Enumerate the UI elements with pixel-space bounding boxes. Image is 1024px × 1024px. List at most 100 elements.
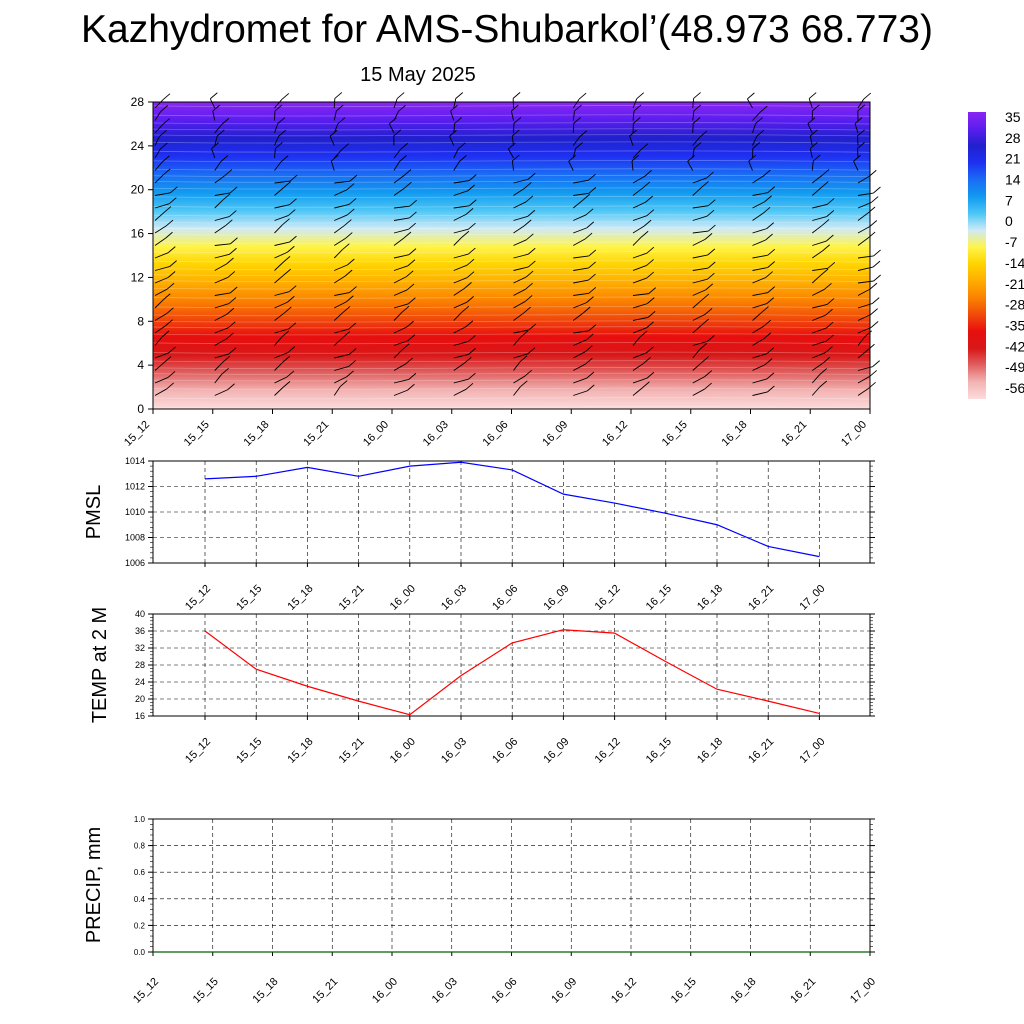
wind-barb-flag bbox=[747, 93, 754, 99]
y-tick-label: 0.2 bbox=[134, 921, 146, 930]
y-tick-label: 4 bbox=[137, 358, 144, 372]
wind-barb-flag bbox=[870, 370, 877, 376]
y-tick-label: 1012 bbox=[125, 482, 145, 492]
colorbar-label: -28 bbox=[1005, 297, 1024, 313]
y-tick-label: 28 bbox=[131, 95, 145, 109]
colorbar-label: -49 bbox=[1005, 359, 1024, 375]
colorbar-label: 21 bbox=[1005, 151, 1021, 167]
wind-barb-flag bbox=[871, 321, 878, 327]
x-tick-label: 16_00 bbox=[370, 976, 400, 1006]
x-tick-label: 15_18 bbox=[285, 583, 315, 613]
colorbar-label: -56 bbox=[1005, 380, 1024, 396]
x-tick-label: 16_15 bbox=[660, 419, 690, 449]
x-tick-label: 17_00 bbox=[797, 583, 827, 613]
x-tick-label: 15_21 bbox=[337, 583, 367, 613]
x-tick-label: 16_21 bbox=[788, 976, 818, 1006]
x-tick-label: 15_18 bbox=[251, 976, 281, 1006]
y-tick-label: 0.8 bbox=[134, 842, 146, 851]
y-tick-label: 28 bbox=[135, 660, 145, 670]
x-tick-label: 16_00 bbox=[388, 583, 418, 613]
x-tick-label: 17_00 bbox=[848, 976, 878, 1006]
wind-barb-flag bbox=[873, 261, 880, 267]
y-tick-label: 1010 bbox=[125, 507, 145, 517]
wind-barb-flag bbox=[873, 187, 880, 193]
y-tick-label: 0 bbox=[137, 402, 144, 416]
x-tick-label: 16_09 bbox=[549, 976, 579, 1006]
x-tick-label: 16_00 bbox=[388, 736, 418, 766]
x-tick-label: 16_09 bbox=[541, 583, 571, 613]
x-tick-label: 16_15 bbox=[669, 976, 699, 1006]
y-tick-label: 24 bbox=[135, 677, 145, 687]
y-tick-label: 1014 bbox=[125, 456, 145, 466]
x-tick-label: 16_06 bbox=[490, 583, 520, 613]
colorbar-label: -35 bbox=[1005, 317, 1024, 333]
y-tick-label: 0.4 bbox=[134, 895, 146, 904]
x-tick-label: 16_15 bbox=[644, 736, 674, 766]
x-tick-label: 16_03 bbox=[430, 976, 460, 1006]
wind-barb-flag bbox=[282, 93, 289, 99]
x-tick-label: 15_15 bbox=[234, 736, 264, 766]
x-tick-label: 15_12 bbox=[183, 736, 213, 766]
heatmap-field bbox=[153, 102, 870, 409]
wind-barb-flag bbox=[871, 309, 878, 315]
x-tick-label: 16_06 bbox=[490, 976, 520, 1006]
x-tick-label: 16_03 bbox=[439, 736, 469, 766]
wind-barb-flag bbox=[694, 92, 701, 98]
x-tick-label: 15_12 bbox=[131, 976, 161, 1006]
x-tick-label: 16_18 bbox=[720, 419, 750, 449]
wind-barb-flag bbox=[870, 221, 877, 227]
x-tick-label: 16_21 bbox=[746, 583, 776, 613]
x-tick-label: 16_06 bbox=[481, 419, 511, 449]
wind-barb-flag bbox=[163, 94, 170, 100]
y-tick-label: 40 bbox=[135, 609, 145, 619]
wind-barb-flag bbox=[637, 93, 644, 99]
y-tick-label: 20 bbox=[131, 183, 145, 197]
wind-barb-flag bbox=[579, 93, 586, 99]
wind-barb-flag bbox=[874, 250, 881, 256]
x-tick-label: 16_03 bbox=[439, 583, 469, 613]
colorbar-label: 28 bbox=[1005, 130, 1021, 146]
x-tick-label: 16_18 bbox=[695, 583, 725, 613]
x-tick-label: 16_18 bbox=[729, 976, 759, 1006]
wind-barb-flag bbox=[809, 93, 816, 99]
wind-barb bbox=[334, 98, 335, 108]
wind-barb-flag bbox=[513, 92, 520, 98]
wind-barb-flag bbox=[210, 93, 217, 99]
y-tick-label: 32 bbox=[135, 643, 145, 653]
y-tick-label: 8 bbox=[137, 314, 144, 328]
x-tick-label: 16_09 bbox=[540, 419, 570, 449]
wind-barb-flag bbox=[456, 92, 463, 98]
x-tick-label: 16_09 bbox=[541, 736, 571, 766]
x-tick-label: 15_21 bbox=[337, 736, 367, 766]
y-tick-label: 16 bbox=[135, 711, 145, 721]
colorbar-label: -14 bbox=[1005, 255, 1024, 271]
x-tick-label: 16_12 bbox=[593, 583, 623, 613]
y-tick-label: 0.6 bbox=[134, 868, 146, 877]
wind-barb-flag bbox=[872, 298, 879, 304]
x-tick-label: 16_15 bbox=[644, 583, 674, 613]
x-tick-label: 16_12 bbox=[593, 736, 623, 766]
x-tick-label: 15_15 bbox=[191, 976, 221, 1006]
y-tick-label: 16 bbox=[131, 227, 145, 241]
y-tick-label: 36 bbox=[135, 626, 145, 636]
y-tick-label: 24 bbox=[131, 139, 145, 153]
colorbar-label: 7 bbox=[1005, 192, 1013, 208]
colorbar-label: 35 bbox=[1005, 109, 1021, 125]
colorbar-label: 14 bbox=[1005, 172, 1021, 188]
y-axis-label: PMSL bbox=[83, 485, 105, 539]
wind-barb-flag bbox=[864, 93, 871, 99]
x-tick-label: 16_21 bbox=[746, 736, 776, 766]
y-axis-label: PRECIP, mm bbox=[83, 827, 105, 943]
x-tick-label: 15_18 bbox=[285, 736, 315, 766]
x-tick-label: 17_00 bbox=[839, 419, 869, 449]
x-tick-label: 15_15 bbox=[234, 583, 264, 613]
colorbar-label: -42 bbox=[1005, 338, 1024, 354]
x-tick-label: 17_00 bbox=[797, 736, 827, 766]
colorbar-label: -21 bbox=[1005, 276, 1024, 292]
y-tick-label: 1.0 bbox=[134, 815, 146, 824]
colorbar bbox=[968, 112, 986, 399]
x-tick-label: 16_12 bbox=[600, 419, 630, 449]
y-tick-label: 20 bbox=[135, 694, 145, 704]
wind-barb-flag bbox=[873, 361, 880, 367]
